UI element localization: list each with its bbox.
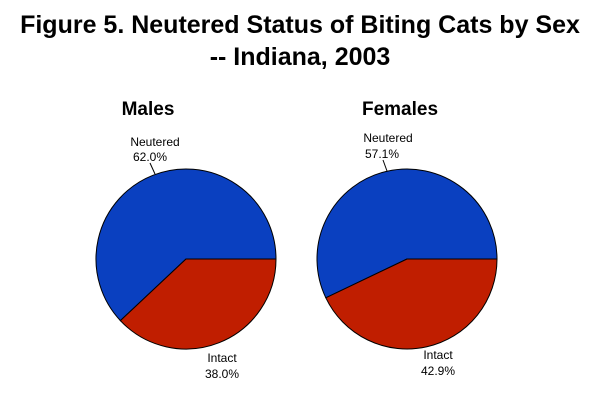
pie-slice-females-intact [325,258,498,350]
slice-value-females-neutered: 57.1% [365,147,399,161]
pie-chart-males: Males Neutered 62.0% Intact 38.0% [95,99,277,381]
slice-value-females-intact: 42.9% [421,364,455,378]
slice-value-males-intact: 38.0% [205,367,239,381]
figure-title-line-1: Figure 5. Neutered Status of Biting Cats… [20,11,580,39]
chart-title-females: Females [362,99,438,120]
slice-label-females-neutered: Neutered [363,131,412,145]
slice-label-males-intact: Intact [207,351,237,365]
leader-line-males-neutered [149,162,156,175]
figure-title-line-2: -- Indiana, 2003 [209,43,391,71]
slice-label-females-intact: Intact [423,348,453,362]
slice-value-males-neutered: 62.0% [133,150,167,164]
leader-line-females-neutered [382,159,388,172]
pie-slice-males-intact [119,258,277,350]
pie-slice-females-neutered [316,168,498,299]
slice-label-males-neutered: Neutered [130,135,179,149]
pie-slice-males-neutered [95,168,277,322]
chart-title-males: Males [122,99,175,120]
pie-chart-females: Females Neutered 57.1% Intact 42.9% [316,99,498,378]
